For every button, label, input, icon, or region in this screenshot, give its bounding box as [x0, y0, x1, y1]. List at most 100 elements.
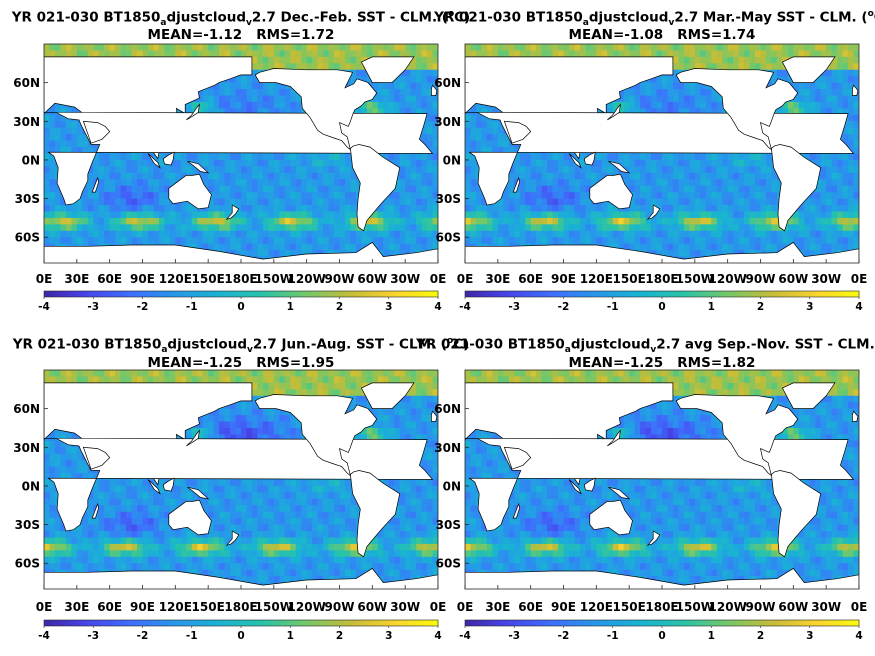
sst-cell — [787, 230, 794, 238]
sst-cell — [842, 217, 849, 225]
sst-cell — [158, 192, 165, 200]
sst-cell — [262, 237, 269, 245]
sst-cell — [765, 50, 773, 58]
sst-cell — [465, 127, 472, 135]
sst-cell — [241, 243, 248, 251]
sst-cell — [262, 192, 269, 200]
sst-cell — [563, 166, 570, 174]
sst-cell — [372, 230, 379, 238]
sst-cell — [848, 101, 855, 110]
sst-cell — [115, 153, 122, 161]
sst-cell — [782, 50, 789, 58]
sst-cell — [339, 50, 346, 58]
sst-cell — [716, 217, 723, 225]
colorbar-segment — [112, 291, 119, 297]
sst-cell — [733, 166, 740, 174]
sst-cell — [596, 205, 603, 213]
sst-cell — [251, 237, 259, 245]
sst-cell — [339, 185, 346, 193]
sst-cell — [711, 192, 718, 200]
sst-cell — [848, 172, 855, 180]
sst-cell — [497, 237, 504, 245]
sst-cell — [416, 76, 423, 84]
sst-cell — [755, 243, 762, 251]
sst-cell — [640, 230, 647, 238]
sst-cell — [711, 89, 718, 97]
sst-cell — [744, 50, 751, 58]
sst-cell — [191, 237, 198, 245]
sst-cell — [388, 250, 395, 258]
sst-cell — [312, 217, 319, 225]
sst-cell — [405, 217, 412, 225]
sst-cell — [634, 243, 641, 251]
sst-cell — [558, 166, 565, 174]
sst-cell — [738, 230, 745, 238]
sst-cell — [164, 179, 171, 187]
sst-cell — [536, 179, 543, 187]
sst-cell — [618, 89, 625, 97]
sst-cell — [656, 179, 663, 187]
sst-cell — [547, 185, 554, 193]
sst-cell — [689, 166, 696, 174]
sst-cell — [508, 205, 515, 213]
sst-cell — [683, 192, 690, 200]
sst-cell — [251, 89, 259, 97]
sst-cell — [339, 153, 346, 161]
sst-cell — [109, 230, 116, 238]
sst-cell — [722, 63, 729, 71]
sst-cell — [656, 230, 663, 238]
sst-cell — [60, 211, 67, 219]
sst-cell — [306, 159, 313, 167]
sst-cell — [268, 108, 275, 116]
sst-cell — [634, 192, 641, 200]
sst-cell — [251, 198, 259, 206]
sst-cell — [607, 166, 614, 174]
sst-cell — [508, 166, 515, 174]
sst-cell — [820, 166, 827, 174]
sst-cell — [388, 205, 395, 213]
sst-cell — [405, 198, 412, 206]
sst-cell — [530, 205, 537, 213]
sst-cell — [640, 89, 647, 97]
sst-cell — [377, 205, 384, 213]
sst-cell — [235, 185, 242, 193]
sst-cell — [733, 159, 740, 167]
sst-cell — [98, 179, 105, 187]
sst-cell — [519, 185, 526, 193]
sst-cell — [563, 217, 570, 225]
sst-cell — [410, 205, 417, 213]
sst-cell — [727, 56, 734, 64]
sst-cell — [722, 224, 729, 232]
sst-cell — [503, 147, 510, 155]
sst-cell — [350, 192, 357, 200]
sst-cell — [268, 44, 275, 52]
sst-cell — [705, 89, 712, 97]
sst-cell — [235, 159, 242, 167]
sst-cell — [115, 205, 122, 213]
sst-cell — [837, 76, 844, 84]
sst-cell — [585, 230, 592, 238]
sst-cell — [191, 217, 198, 225]
sst-cell — [651, 82, 658, 90]
sst-cell — [230, 198, 237, 206]
sst-cell — [355, 69, 362, 77]
sst-cell — [645, 172, 652, 180]
sst-cell — [634, 211, 641, 219]
sst-cell — [503, 217, 510, 225]
colorbar-segment — [354, 291, 360, 297]
sst-cell — [405, 95, 412, 103]
sst-cell — [508, 237, 515, 245]
sst-cell — [716, 44, 723, 52]
sst-cell — [301, 230, 308, 238]
colorbar-segment — [73, 291, 79, 297]
sst-cell — [126, 217, 133, 225]
sst-cell — [279, 50, 286, 58]
sst-cell — [486, 127, 493, 135]
sst-cell — [262, 82, 269, 90]
sst-cell — [339, 172, 346, 180]
sst-cell — [716, 205, 723, 213]
sst-cell — [235, 243, 242, 251]
sst-cell — [683, 50, 690, 58]
sst-cell — [301, 211, 308, 219]
colorbar-segment — [428, 291, 434, 297]
